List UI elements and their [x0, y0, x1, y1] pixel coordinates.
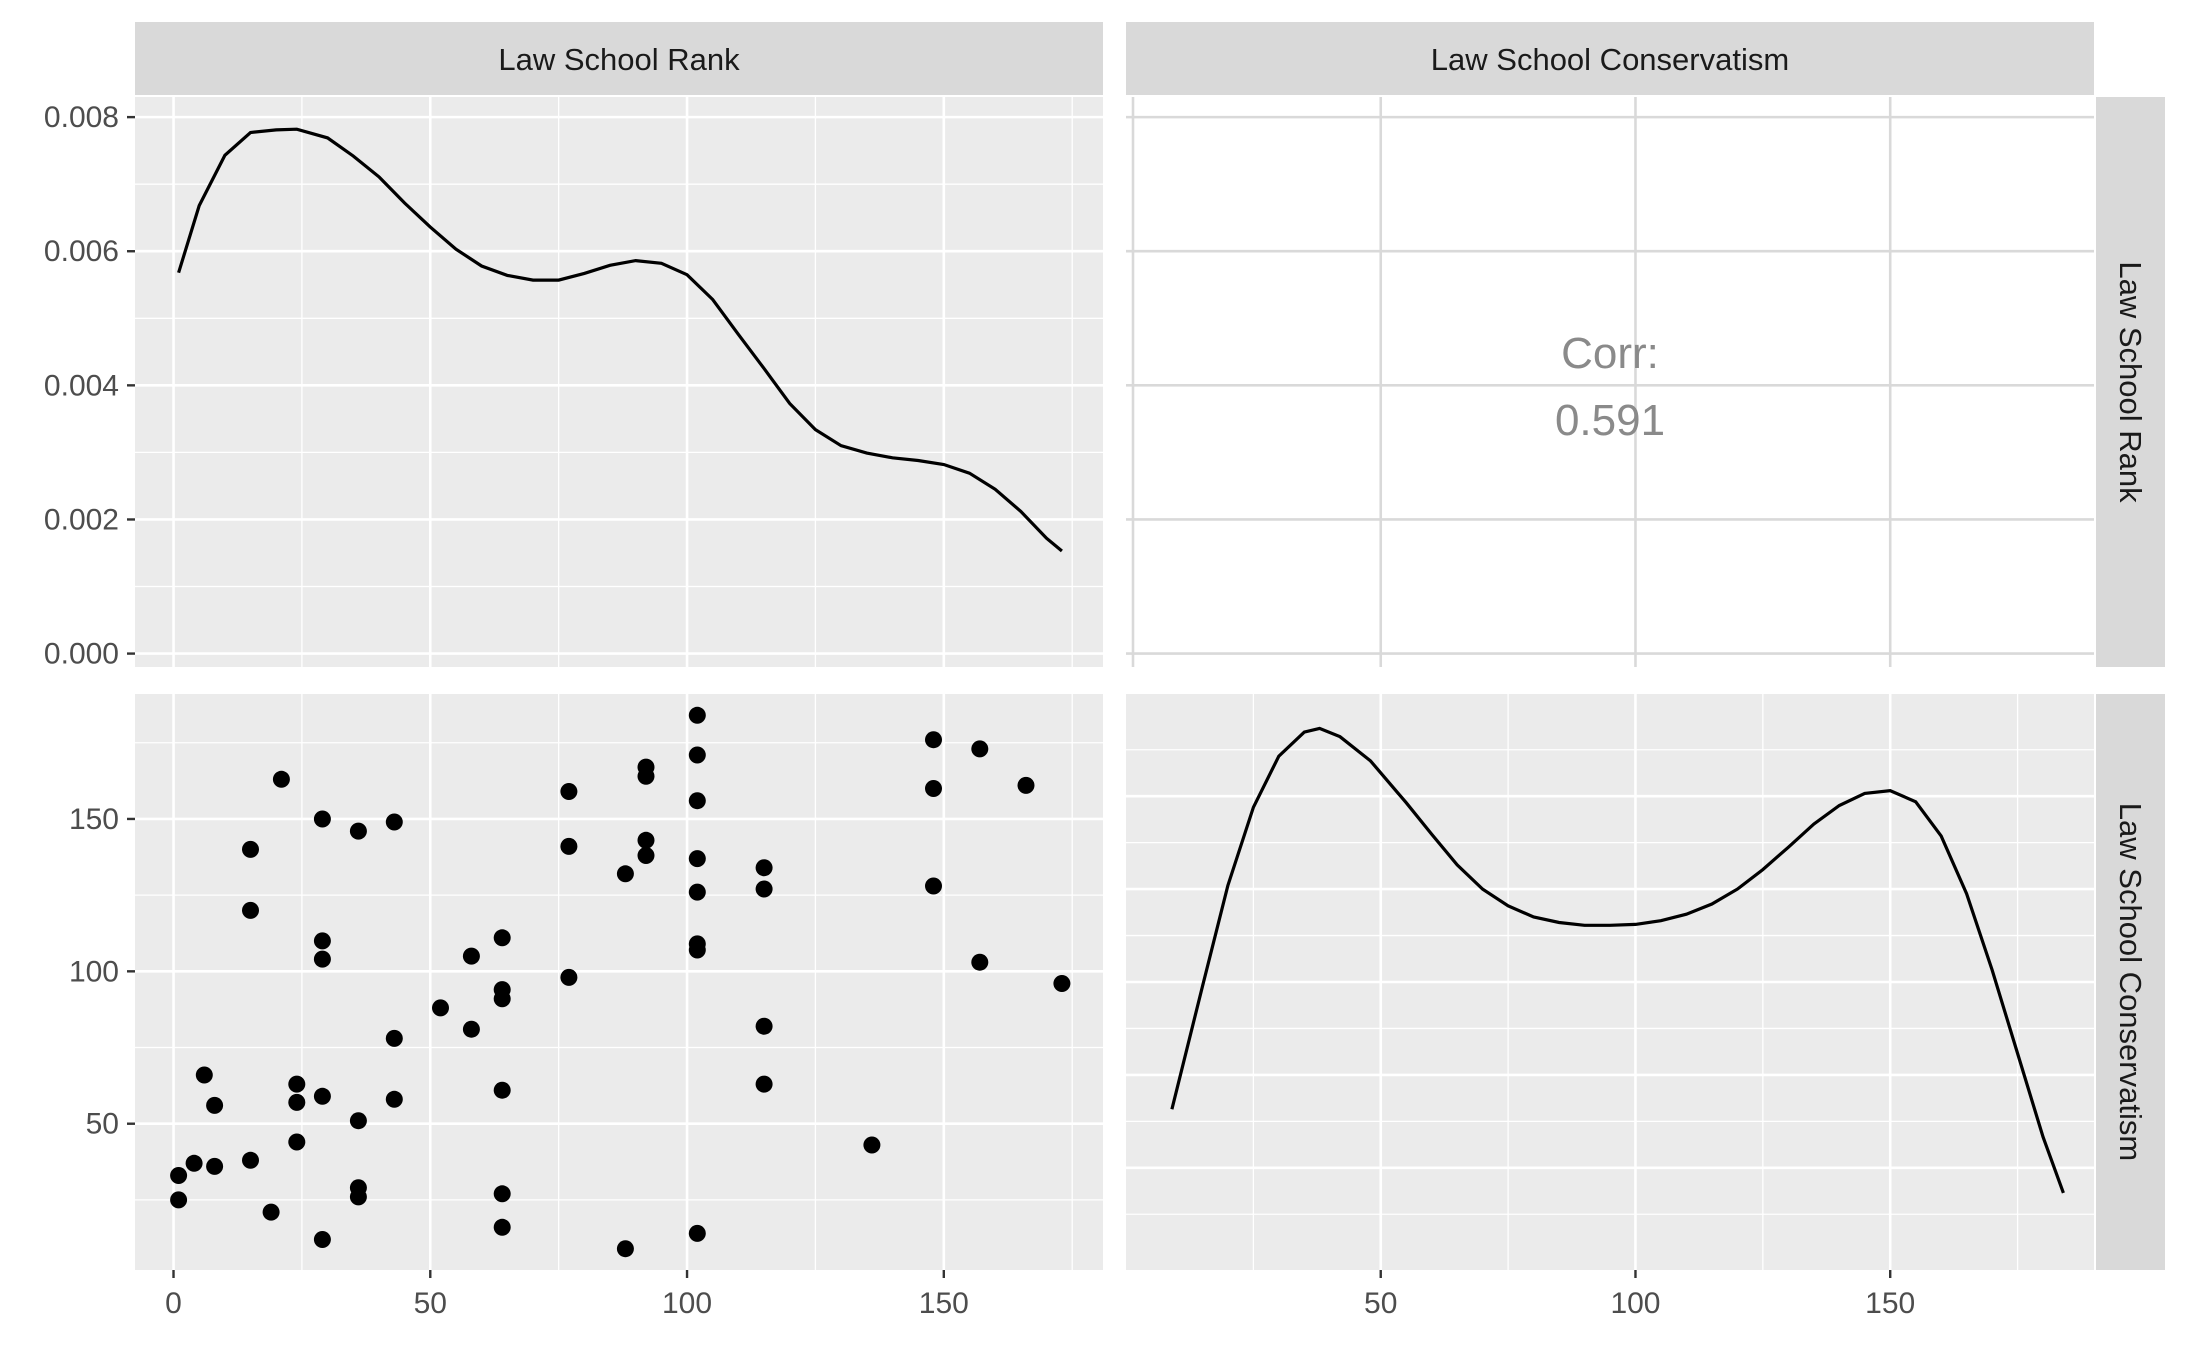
scatter-point — [560, 783, 578, 800]
scatter-point — [755, 1075, 773, 1093]
scatter-point — [170, 1191, 188, 1209]
scatter-point — [288, 1093, 306, 1111]
scatter-point — [313, 1231, 331, 1248]
correlation-gridlines — [1126, 97, 2094, 667]
scatter-point — [493, 1081, 511, 1099]
scatter-point — [925, 780, 942, 797]
density-rank-y-tick-label: 0.004 — [44, 369, 119, 402]
scatter-point — [385, 813, 403, 831]
scatter-point — [688, 1224, 706, 1242]
scatter-x-tick-label: 50 — [414, 1287, 447, 1320]
scatter-point — [349, 822, 367, 840]
scatter-point — [1053, 975, 1071, 992]
scatter-point — [971, 953, 989, 971]
scatter-point — [242, 840, 259, 858]
strip-top-right-label: Law School Conservatism — [1431, 42, 1789, 77]
scatter-point — [206, 1157, 224, 1175]
scatter-point — [688, 792, 706, 810]
density-conservatism-line — [1170, 726, 2065, 1194]
strip-top-left-bg — [135, 22, 1103, 95]
scatter-point — [560, 968, 578, 986]
scatter-y-ticks: 50 100 150 — [69, 803, 135, 1141]
correlation-value: 0.591 — [1555, 396, 1665, 445]
scatter-point — [272, 770, 290, 788]
scatter-point — [206, 1096, 224, 1114]
scatter-point — [755, 880, 773, 898]
scatter-x-ticks: 0 50 100 150 — [165, 1270, 969, 1320]
scatter-point — [313, 810, 331, 828]
scatter-point — [755, 1017, 773, 1035]
density-rank-y-tick-label: 0.006 — [44, 235, 119, 268]
density-rank-y-tick-label: 0.008 — [44, 101, 119, 134]
scatter-point — [493, 929, 511, 947]
density-conservatism-x-ticks: 50 100 150 — [1364, 1270, 1915, 1320]
scatter-point — [432, 999, 449, 1017]
scatter-point — [637, 767, 655, 785]
correlation-label: Corr: — [1561, 329, 1659, 378]
scatter-x-tick-label: 0 — [165, 1287, 182, 1320]
scatter-point — [195, 1066, 213, 1084]
scatter-point — [755, 859, 773, 877]
density-conservatism-x-tick-label: 150 — [1865, 1287, 1915, 1320]
scatter-point — [688, 850, 706, 868]
density-conservatism-x-tick-label: 100 — [1610, 1287, 1660, 1320]
strip-right-bottom-bg — [2096, 694, 2165, 1270]
density-rank-y-ticks: 0.000 0.002 0.004 0.006 0.008 — [44, 101, 135, 671]
scatter-point — [185, 1154, 203, 1172]
scatter-point — [1017, 776, 1035, 794]
scatter-point — [313, 932, 331, 950]
scatter-point — [925, 731, 942, 749]
correlation-panel-bg — [1126, 97, 2094, 667]
scatter-x-tick-label: 150 — [919, 1287, 969, 1320]
strip-top-right-bg — [1126, 22, 2094, 95]
strip-right-bottom-label: Law School Conservatism — [2113, 803, 2148, 1161]
scatter-point — [349, 1188, 367, 1206]
density-rank-y-tick-label: 0.002 — [44, 503, 119, 536]
scatter-point — [313, 1087, 331, 1105]
scatter-point — [493, 1218, 511, 1236]
scatter-y-tick-label: 100 — [69, 955, 119, 988]
scatter-point — [637, 847, 655, 864]
scatter-point — [493, 1185, 511, 1203]
scatter-point — [462, 1020, 480, 1038]
scatter-point — [242, 1151, 259, 1169]
scatter-point — [262, 1203, 280, 1221]
scatter-point — [313, 950, 331, 968]
scatter-point — [637, 831, 655, 849]
density-rank-panel-bg — [135, 97, 1103, 667]
scatter-point — [688, 941, 706, 959]
scatter-point — [385, 1090, 403, 1108]
scatter-point — [242, 901, 259, 919]
density-rank-line — [177, 127, 1063, 553]
density-conservatism-gridlines — [1126, 694, 2094, 1270]
scatter-point — [349, 1112, 367, 1130]
density-rank-y-tick-label: 0.000 — [44, 638, 119, 671]
density-conservatism-x-tick-label: 50 — [1364, 1287, 1397, 1320]
scatter-x-tick-label: 100 — [662, 1287, 712, 1320]
scatter-point — [863, 1136, 881, 1154]
scatter-point — [688, 706, 706, 724]
scatter-point — [616, 1240, 634, 1258]
strip-right-top-bg — [2096, 97, 2165, 667]
scatter-y-tick-label: 150 — [69, 803, 119, 836]
scatter-point — [288, 1133, 306, 1151]
scatter-point — [560, 837, 578, 855]
scatter-point — [925, 877, 942, 895]
scatter-point — [971, 740, 989, 758]
scatter-point — [170, 1167, 188, 1184]
scatter-point — [688, 746, 706, 764]
density-rank-gridlines — [135, 97, 1103, 667]
scatter-point — [462, 947, 480, 965]
scatter-point — [288, 1075, 306, 1093]
scatter-point — [493, 990, 511, 1008]
scatter-point — [616, 865, 634, 883]
scatter-point — [688, 883, 706, 901]
strip-right-top-label: Law School Rank — [2113, 261, 2148, 503]
strip-top-left-label: Law School Rank — [498, 42, 740, 77]
scatter-point — [385, 1029, 403, 1047]
scatter-points — [170, 706, 1071, 1258]
scatter-y-tick-label: 50 — [86, 1108, 119, 1141]
